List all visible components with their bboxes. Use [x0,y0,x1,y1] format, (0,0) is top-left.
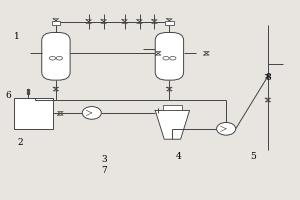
Polygon shape [155,110,190,139]
Ellipse shape [163,56,169,60]
Bar [52,21,60,25]
FancyBboxPatch shape [155,32,184,80]
Text: 7: 7 [101,166,106,175]
Circle shape [217,122,236,135]
Text: 1: 1 [14,32,20,41]
Text: 6: 6 [5,91,11,100]
Text: 2: 2 [17,138,23,147]
Text: 5: 5 [250,152,256,161]
FancyBboxPatch shape [42,32,70,80]
Ellipse shape [170,56,176,60]
Ellipse shape [50,56,56,60]
Text: 3: 3 [101,155,106,164]
Bar [14,98,53,129]
Circle shape [82,107,101,119]
Text: 8: 8 [265,73,271,82]
Bar [163,105,182,110]
Bar [165,21,174,25]
Text: 4: 4 [176,152,181,161]
Ellipse shape [56,56,62,60]
